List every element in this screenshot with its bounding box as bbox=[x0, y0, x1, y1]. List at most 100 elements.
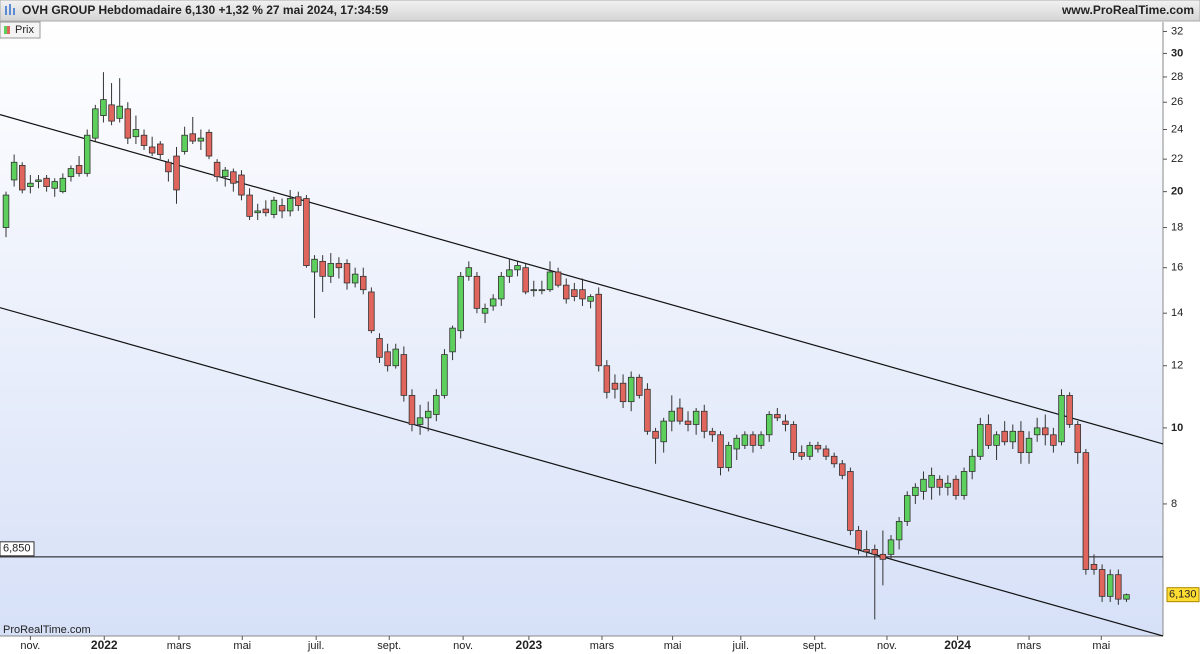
candle-body bbox=[1098, 569, 1106, 597]
last-price-label: 6,130 bbox=[1169, 589, 1197, 601]
watermark: ProRealTime.com bbox=[3, 624, 91, 636]
candle-body bbox=[254, 210, 261, 214]
x-tick-label: 2023 bbox=[516, 638, 543, 652]
candle-body bbox=[644, 388, 651, 432]
candle-body bbox=[530, 289, 538, 292]
candle-body bbox=[343, 263, 351, 284]
candle-body bbox=[847, 471, 854, 531]
candle-body bbox=[1082, 452, 1090, 570]
candle-body bbox=[19, 165, 26, 191]
candle-body bbox=[205, 131, 213, 157]
candle-body bbox=[75, 165, 83, 174]
candle-body bbox=[749, 434, 757, 446]
candle-body bbox=[498, 275, 505, 300]
candle-body bbox=[108, 104, 115, 122]
candle-body bbox=[619, 382, 627, 403]
candle-body bbox=[262, 208, 270, 214]
x-tick-label: 2024 bbox=[944, 638, 971, 652]
candle-body bbox=[960, 471, 968, 496]
candle-body bbox=[92, 108, 99, 139]
candle-body bbox=[895, 521, 903, 541]
y-tick-label: 16 bbox=[1171, 262, 1183, 274]
y-tick-label: 20 bbox=[1171, 186, 1183, 198]
candle-body bbox=[1033, 427, 1041, 436]
candle-body bbox=[765, 414, 773, 436]
x-tick-label: nov. bbox=[877, 640, 897, 652]
x-tick-label: sept. bbox=[377, 640, 401, 652]
candle-body bbox=[124, 108, 132, 139]
candle-body bbox=[611, 382, 619, 390]
candle-body bbox=[692, 410, 700, 425]
candle-body bbox=[173, 155, 180, 191]
candle-body bbox=[221, 169, 229, 178]
candle-body bbox=[335, 263, 343, 269]
candle-body bbox=[83, 134, 91, 174]
trend-line bbox=[0, 307, 1164, 637]
candle-body bbox=[830, 455, 838, 465]
candle-body bbox=[465, 267, 473, 277]
candle-body bbox=[603, 365, 611, 393]
candle-body bbox=[725, 444, 732, 468]
candle-body bbox=[157, 143, 164, 155]
candle-body bbox=[433, 394, 440, 415]
candle-body bbox=[774, 414, 781, 419]
candle-body bbox=[1106, 574, 1114, 597]
y-tick-label: 12 bbox=[1171, 360, 1183, 372]
candle-body bbox=[246, 194, 253, 217]
candle-body bbox=[701, 410, 708, 432]
x-tick-label: mars bbox=[590, 640, 615, 652]
candle-body bbox=[920, 478, 927, 492]
candle-body bbox=[278, 205, 286, 212]
candle-body bbox=[1115, 574, 1122, 600]
candle-body bbox=[741, 434, 749, 446]
candle-body bbox=[27, 182, 34, 187]
candle-body bbox=[717, 434, 724, 468]
candle-body bbox=[952, 478, 960, 496]
x-tick-label: mars bbox=[167, 640, 192, 652]
candle-body bbox=[270, 199, 278, 215]
x-tick-label: mai bbox=[664, 640, 682, 652]
candle-body bbox=[871, 549, 879, 555]
candle-body bbox=[1009, 430, 1017, 443]
candle-body bbox=[116, 105, 123, 119]
candle-body bbox=[928, 474, 935, 488]
candle-body bbox=[197, 137, 205, 142]
candle-body bbox=[10, 161, 18, 181]
candle-body bbox=[571, 289, 578, 297]
x-tick-label: mai bbox=[233, 640, 251, 652]
candle-body bbox=[286, 198, 294, 212]
candle-body bbox=[822, 448, 830, 457]
level-label: 6,850 bbox=[3, 543, 31, 555]
candle-body bbox=[587, 296, 594, 302]
trend-line bbox=[0, 114, 1164, 445]
y-tick-label: 18 bbox=[1171, 221, 1183, 233]
candle-body bbox=[887, 539, 895, 555]
candle-body bbox=[43, 177, 50, 187]
candle-body bbox=[213, 161, 221, 178]
candle-body bbox=[2, 194, 10, 228]
x-tick-label: nov. bbox=[453, 640, 473, 652]
candle-body bbox=[424, 410, 432, 419]
plot-area bbox=[0, 22, 1163, 636]
candle-body bbox=[798, 452, 805, 457]
candle-body bbox=[1025, 437, 1033, 454]
candle-body bbox=[546, 271, 554, 291]
legend-icon bbox=[4, 26, 7, 34]
candle-body bbox=[51, 181, 58, 189]
candle-body bbox=[1017, 430, 1025, 454]
candle-body bbox=[327, 263, 335, 277]
candle-body bbox=[660, 420, 667, 443]
candle-body bbox=[457, 275, 464, 332]
candle-body bbox=[481, 307, 489, 314]
candle-body bbox=[35, 179, 42, 182]
candle-body bbox=[1074, 424, 1081, 454]
y-tick-label: 22 bbox=[1171, 153, 1183, 165]
candle-body bbox=[814, 444, 822, 450]
candle-body bbox=[936, 478, 943, 488]
candle-body bbox=[311, 258, 318, 273]
candle-body bbox=[384, 351, 391, 367]
candle-body bbox=[855, 530, 862, 550]
candle-body bbox=[514, 265, 521, 271]
candle-body bbox=[863, 549, 870, 553]
